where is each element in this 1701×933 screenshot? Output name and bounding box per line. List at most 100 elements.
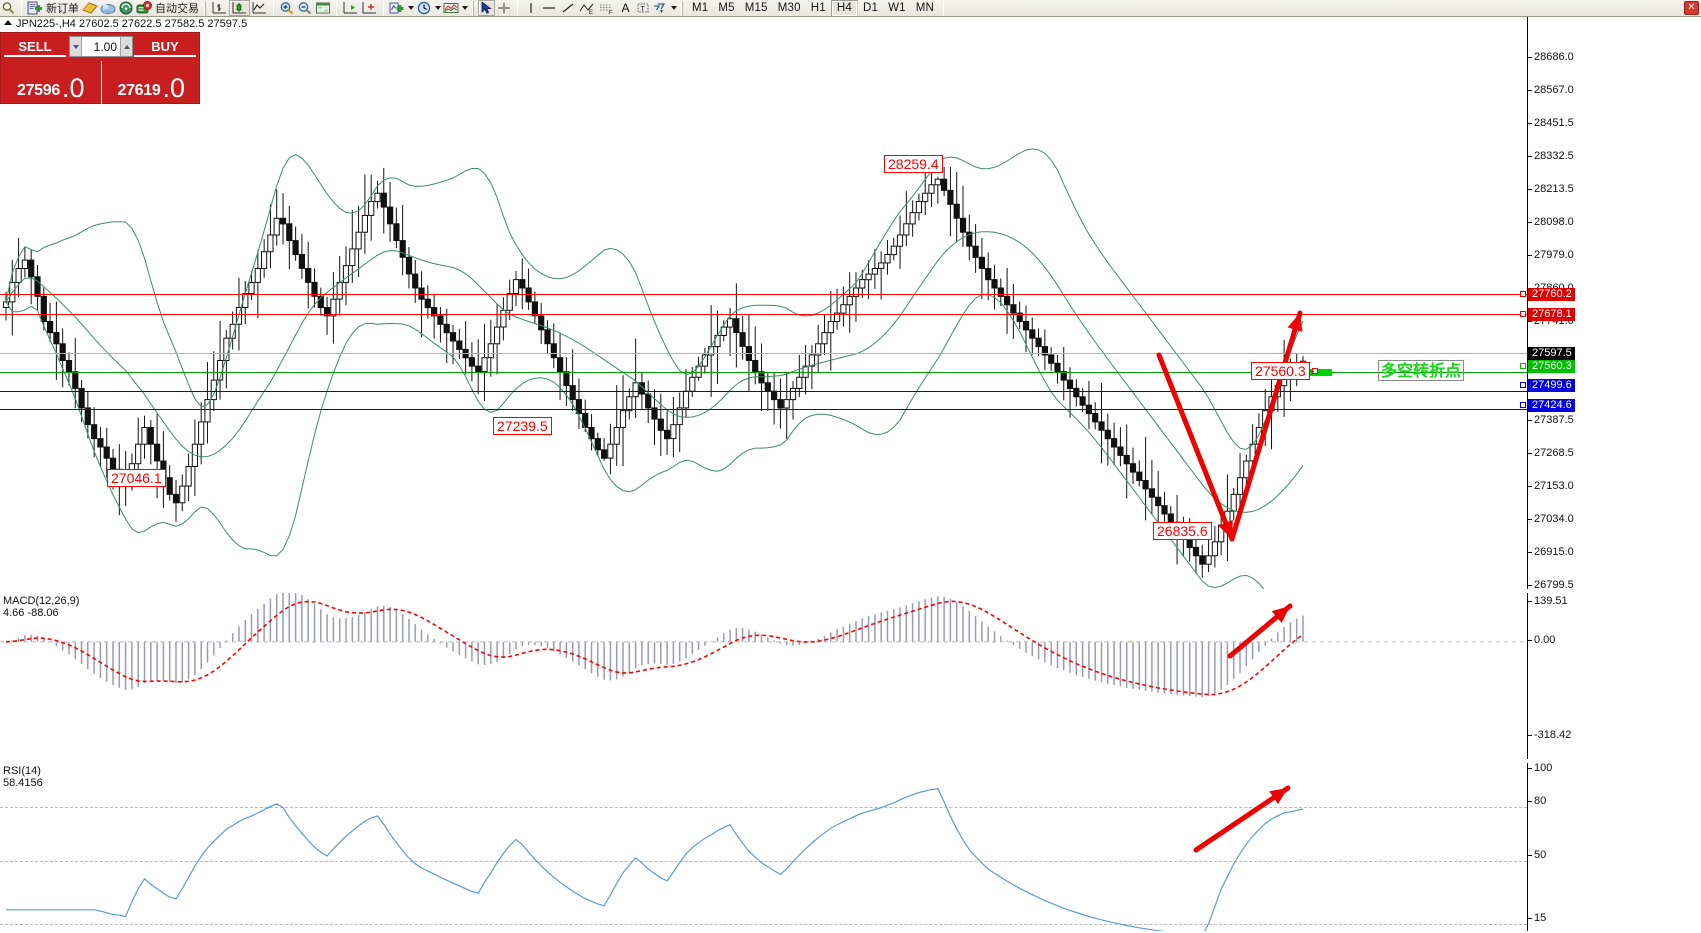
- rsi-plot-area[interactable]: [0, 763, 1527, 931]
- macd-arrow-svg[interactable]: [0, 593, 1527, 759]
- equidistant-channel-icon[interactable]: E: [577, 0, 597, 16]
- text-tool-icon[interactable]: A: [621, 1, 630, 15]
- annotation-anchor[interactable]: [1308, 368, 1318, 374]
- period-chevron-down-icon[interactable]: [433, 0, 442, 16]
- book-icon[interactable]: [81, 0, 99, 16]
- chinese-text-note[interactable]: 多空转折点: [1378, 360, 1465, 381]
- magnifier-icon[interactable]: [0, 0, 17, 16]
- sell-button[interactable]: SELL: [4, 37, 66, 57]
- data-window-icon[interactable]: [314, 0, 332, 16]
- price-annotation-27239.5[interactable]: 27239.5: [493, 417, 552, 435]
- price-annotation-28259.4[interactable]: 28259.4: [884, 155, 943, 173]
- vline-tool-icon[interactable]: [522, 0, 539, 16]
- toolbar-divider-4: [383, 0, 384, 16]
- macd-axis-line: [1527, 593, 1528, 759]
- tick-label: 26915.0: [1534, 546, 1574, 558]
- period-icon[interactable]: [415, 0, 433, 16]
- timeframe-m5[interactable]: M5: [718, 2, 735, 14]
- zoom-out-icon[interactable]: [296, 0, 314, 16]
- objects-chevron-down-icon[interactable]: [669, 0, 678, 16]
- text-label-icon[interactable]: T: [634, 0, 651, 16]
- price-tag-27424.6[interactable]: 27424.6: [1520, 399, 1575, 412]
- timeframe-w1[interactable]: W1: [888, 2, 906, 14]
- timeframe-mn[interactable]: MN: [915, 2, 935, 14]
- price-tag-handle[interactable]: [1520, 291, 1526, 297]
- price-tag-27560.3[interactable]: 27560.3: [1520, 360, 1575, 373]
- hline-tool-icon[interactable]: [539, 0, 559, 16]
- price-level-line[interactable]: [0, 409, 1527, 410]
- templates-icon[interactable]: [442, 0, 460, 16]
- candlestick-icon[interactable]: [229, 0, 250, 16]
- volume-value[interactable]: 1.00: [93, 39, 117, 54]
- drawing-arrows-svg[interactable]: [0, 17, 1527, 589]
- timeframe-h1[interactable]: H1: [810, 2, 826, 14]
- toolbar-grip: [204, 0, 207, 16]
- objects-list-icon[interactable]: [651, 0, 669, 16]
- price-tag-handle[interactable]: [1520, 402, 1526, 408]
- price-scale[interactable]: 28686.0 28567.0 28451.5 28332.5 28213.5 28098…: [1520, 17, 1701, 591]
- price-level-line[interactable]: [0, 353, 1527, 354]
- new-order-icon[interactable]: [26, 0, 44, 16]
- timeframe-d1[interactable]: D1: [862, 2, 879, 14]
- timeframe-h4[interactable]: H4: [830, 0, 858, 16]
- price-level-line[interactable]: [0, 294, 1527, 295]
- fibonacci-icon[interactable]: F: [597, 0, 617, 16]
- price-tag-handle[interactable]: [1520, 311, 1526, 317]
- cloud-icon[interactable]: [99, 0, 117, 16]
- indicators-chevron-down-icon[interactable]: [406, 0, 415, 16]
- autoscroll-icon[interactable]: [360, 0, 379, 16]
- bar-chart-icon[interactable]: [210, 0, 229, 16]
- rsi-arrow-svg[interactable]: [0, 763, 1527, 931]
- uptrend-arrow[interactable]: [1229, 310, 1303, 542]
- price-tag-27499.6[interactable]: 27499.6: [1520, 379, 1575, 392]
- zoom-in-icon[interactable]: [278, 0, 296, 16]
- close-icon[interactable]: ✕: [1684, 1, 1699, 15]
- trendline-tool-icon[interactable]: [559, 0, 577, 16]
- downtrend-arrow[interactable]: [1156, 352, 1235, 542]
- autotrading-label[interactable]: 自动交易: [155, 2, 199, 15]
- new-order-label[interactable]: 新订单: [46, 2, 79, 15]
- volume-increment-icon[interactable]: [120, 37, 132, 56]
- tick-dash: [1528, 801, 1532, 802]
- price-annotation-26835.6[interactable]: 26835.6: [1153, 522, 1212, 540]
- tick-dash: [1528, 640, 1532, 641]
- price-plot-area[interactable]: 28259.4 27239.5 27046.1 26835.6 27560.3 多空转折点: [0, 17, 1527, 589]
- macd-plot-area[interactable]: [0, 593, 1527, 759]
- cursor-icon[interactable]: [478, 0, 495, 16]
- price-tick: 27387.5: [1527, 414, 1697, 427]
- line-chart-icon[interactable]: [250, 0, 269, 16]
- price-tag-handle[interactable]: [1520, 382, 1526, 388]
- volume-stepper[interactable]: 1.00: [69, 36, 133, 57]
- signal-icon[interactable]: [117, 0, 135, 16]
- buy-price[interactable]: 27619.0: [102, 61, 202, 104]
- price-tag-handle[interactable]: [1520, 363, 1526, 369]
- chart-window: JPN225-,H4 27602.5 27622.5 27582.5 27597…: [0, 17, 1701, 933]
- sell-price[interactable]: 27596.0: [1, 61, 102, 104]
- macd-histogram: [11, 593, 1304, 697]
- templates-chevron-down-icon[interactable]: [460, 0, 469, 16]
- buy-button[interactable]: BUY: [134, 37, 196, 57]
- timeframe-m1[interactable]: M1: [692, 2, 709, 14]
- price-level-line[interactable]: [0, 391, 1527, 392]
- macd-uptrend-arrow[interactable]: [1227, 603, 1293, 659]
- timeframe-m15[interactable]: M15: [744, 2, 768, 14]
- collapse-triangle-icon[interactable]: [4, 20, 12, 25]
- crosshair-tool-icon[interactable]: [495, 0, 513, 16]
- chart-shift-icon[interactable]: [341, 0, 360, 16]
- autotrading-icon[interactable]: [135, 0, 153, 16]
- price-level-line[interactable]: [0, 314, 1527, 315]
- svg-text:E: E: [589, 10, 593, 15]
- price-annotation-27046.1[interactable]: 27046.1: [107, 469, 166, 487]
- price-tag-27678.1[interactable]: 27678.1: [1520, 308, 1575, 321]
- rsi-scale[interactable]: 1008050150: [1527, 762, 1701, 931]
- price-annotation-27560.3[interactable]: 27560.3: [1251, 362, 1318, 380]
- indicators-icon[interactable]: [388, 0, 406, 16]
- price-level-line[interactable]: [0, 372, 1527, 373]
- timeframe-m30[interactable]: M30: [777, 2, 801, 14]
- price-tag-27597.5[interactable]: 27597.5: [1528, 347, 1575, 360]
- rsi-uptrend-arrow[interactable]: [1193, 785, 1291, 853]
- macd-scale[interactable]: 139.51 0.00 -318.42: [1527, 593, 1701, 759]
- price-tag-27760.2[interactable]: 27760.2: [1520, 288, 1575, 301]
- volume-dropdown-icon[interactable]: [70, 37, 82, 56]
- tick-label: 28451.5: [1534, 117, 1574, 129]
